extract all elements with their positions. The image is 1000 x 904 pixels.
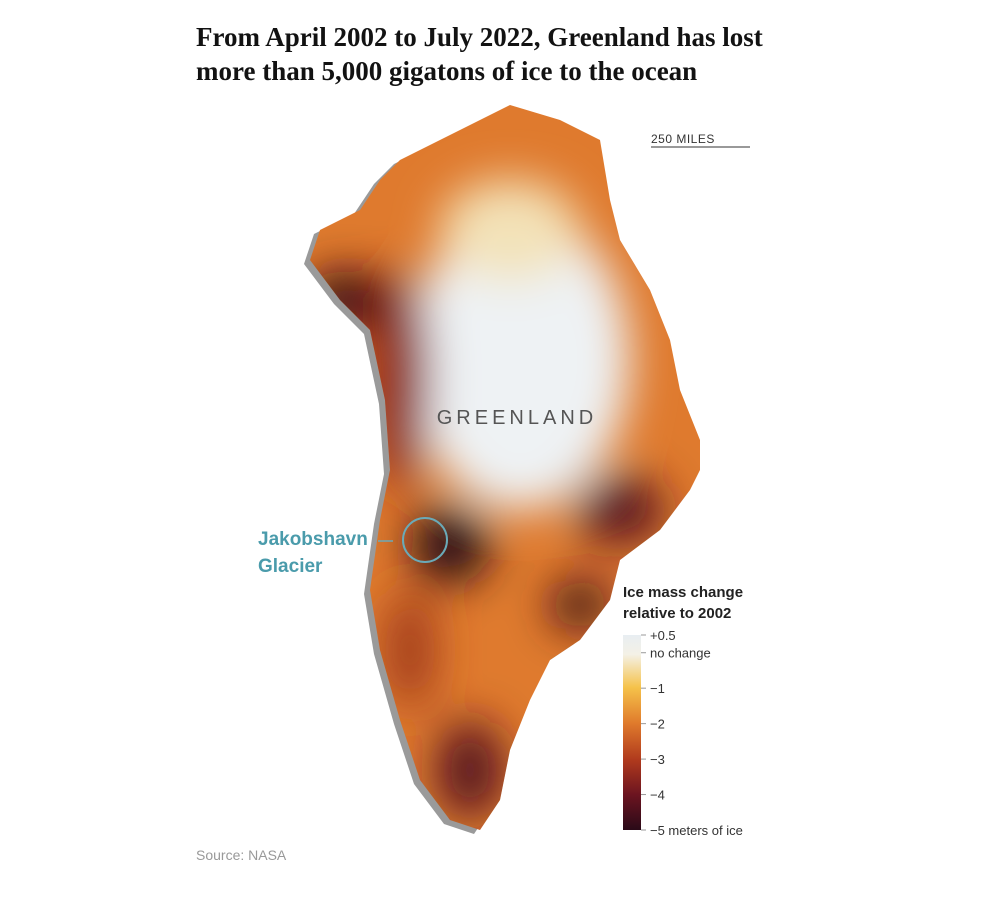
legend-ticks: +0.5 no change −1 −2 −3 −4 −5 meters of ice [641,628,743,838]
source: Source: NASA [196,847,287,863]
legend-tick-label: −4 [650,788,665,803]
region-label: GREENLAND [437,407,597,429]
legend-tick-label: −2 [650,717,665,732]
legend-tick-label: −5 meters of ice [650,823,743,838]
legend-tick-label: no change [650,646,711,661]
title: From April 2002 to July 2022, Greenland … [196,22,763,86]
legend-tick-label: −3 [650,752,665,767]
legend-tick-label: +0.5 [650,628,676,643]
ice-map [310,105,700,830]
legend-title: Ice mass change relative to 2002 [623,584,744,622]
scale-label: 250 MILES [651,132,715,146]
annotation: Jakobshavn Glacier [258,529,368,577]
legend-tick-label: −1 [650,681,665,696]
glacier-marker [402,517,448,563]
colorbar [623,635,641,830]
